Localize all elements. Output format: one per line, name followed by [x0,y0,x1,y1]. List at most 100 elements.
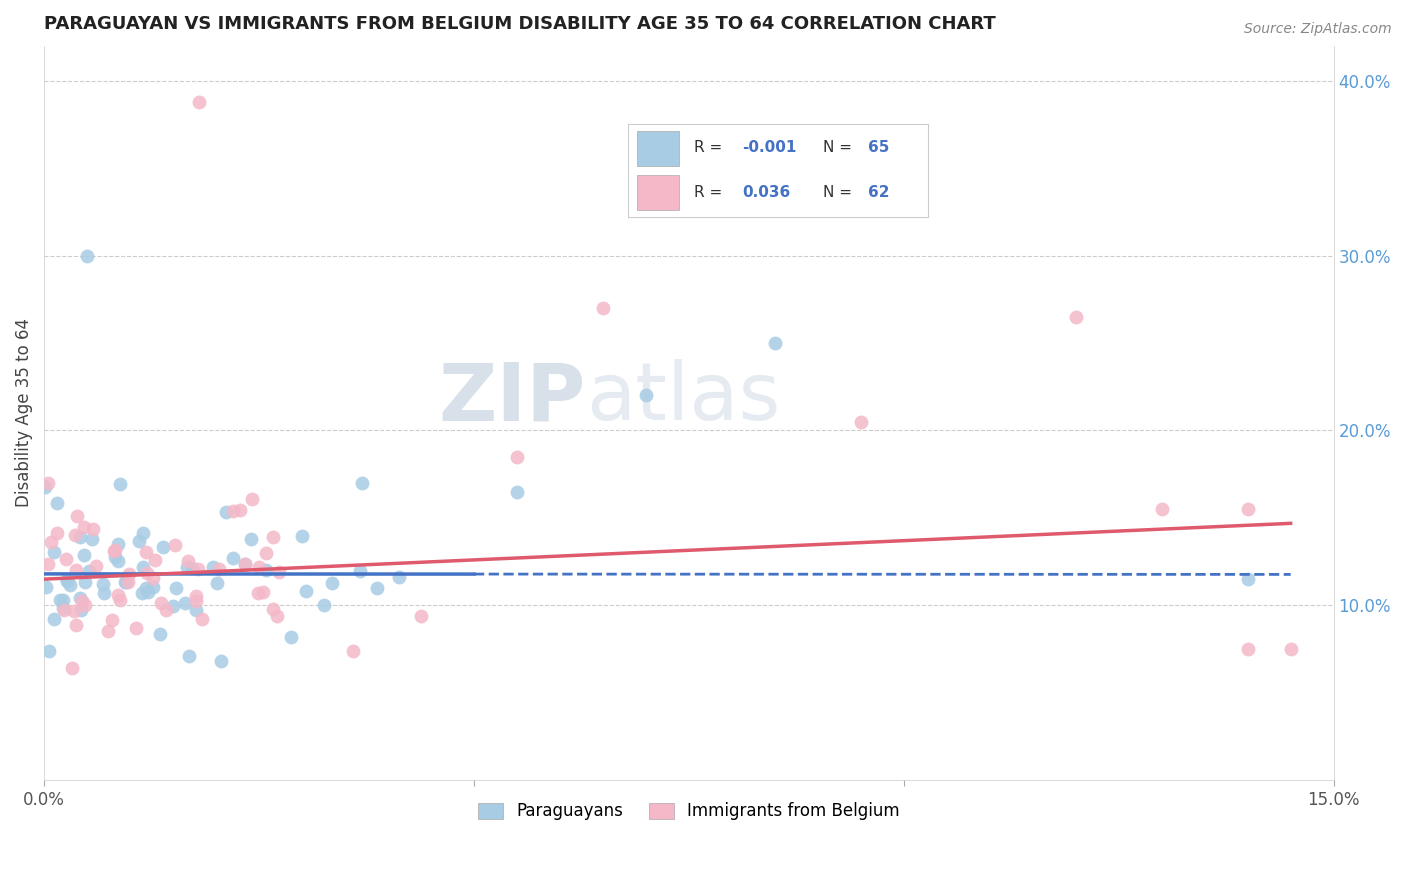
Point [141,581,163,595]
Point [849,415,872,429]
Point [128,534,150,549]
Point [107,537,129,551]
Text: 62: 62 [868,186,889,201]
Point [73,520,96,534]
Point [152,540,174,554]
Point [69,529,91,543]
Point [76,249,98,263]
Point [155,603,177,617]
Point [1150,502,1173,516]
Point [132,526,155,541]
Point [201,560,224,574]
Point [142,571,165,585]
Point [149,626,172,640]
Point [136,585,159,599]
Point [342,643,364,657]
Point [229,503,252,517]
Point [269,565,291,579]
Point [506,450,529,464]
Point [63,605,86,619]
Point [184,589,207,603]
Point [84,559,107,574]
Point [55,551,77,566]
Point [366,581,388,595]
FancyBboxPatch shape [637,131,679,166]
Point [75,598,97,612]
Text: R =: R = [695,140,727,155]
Point [506,484,529,499]
Point [240,491,263,506]
Point [118,567,141,582]
Point [42,545,65,559]
Point [42,612,65,626]
Point [205,576,228,591]
Point [266,609,288,624]
Point [1064,310,1087,324]
Point [37,557,59,571]
Point [350,475,373,490]
Point [233,557,256,571]
Text: ZIP: ZIP [439,359,586,437]
Text: Source: ZipAtlas.com: Source: ZipAtlas.com [1244,22,1392,37]
Point [56,573,79,587]
Point [104,550,127,565]
Legend: Paraguayans, Immigrants from Belgium: Paraguayans, Immigrants from Belgium [471,796,905,827]
Point [35,580,58,594]
Point [1236,502,1258,516]
Point [173,596,195,610]
Point [63,528,86,542]
Point [100,613,122,627]
Point [180,561,202,575]
Point [252,585,274,599]
Text: R =: R = [695,186,727,201]
Point [163,539,186,553]
Point [409,609,432,624]
Point [150,596,173,610]
Point [107,588,129,602]
Text: 65: 65 [868,140,889,155]
Point [165,581,187,595]
Point [114,575,136,590]
Point [65,617,87,632]
Point [176,554,198,568]
Point [39,534,62,549]
Point [136,566,159,580]
Point [280,630,302,644]
Point [190,612,212,626]
Point [247,560,270,574]
Point [73,548,96,562]
Point [38,643,60,657]
Point [135,581,157,595]
Point [56,574,79,588]
Point [82,532,104,546]
Point [37,475,59,490]
Point [208,562,231,576]
FancyBboxPatch shape [637,175,679,211]
Point [233,557,256,571]
Point [69,591,91,606]
Point [634,388,657,402]
Point [66,509,89,524]
Point [107,554,129,568]
Point [124,621,146,635]
Text: 0.036: 0.036 [742,186,790,201]
Text: atlas: atlas [586,359,780,437]
Point [222,503,245,517]
Point [108,593,131,607]
Point [262,530,284,544]
Y-axis label: Disability Age 35 to 64: Disability Age 35 to 64 [15,318,32,508]
Point [186,603,208,617]
Point [143,553,166,567]
Point [1236,572,1258,586]
Point [262,601,284,615]
Point [34,480,56,494]
Point [45,525,67,540]
Text: -0.001: -0.001 [742,140,796,155]
Point [131,586,153,600]
Point [52,593,75,607]
Point [254,546,277,560]
Point [59,578,82,592]
Text: PARAGUAYAN VS IMMIGRANTS FROM BELGIUM DISABILITY AGE 35 TO 64 CORRELATION CHART: PARAGUAYAN VS IMMIGRANTS FROM BELGIUM DI… [44,15,995,33]
Point [132,559,155,574]
Point [91,577,114,591]
